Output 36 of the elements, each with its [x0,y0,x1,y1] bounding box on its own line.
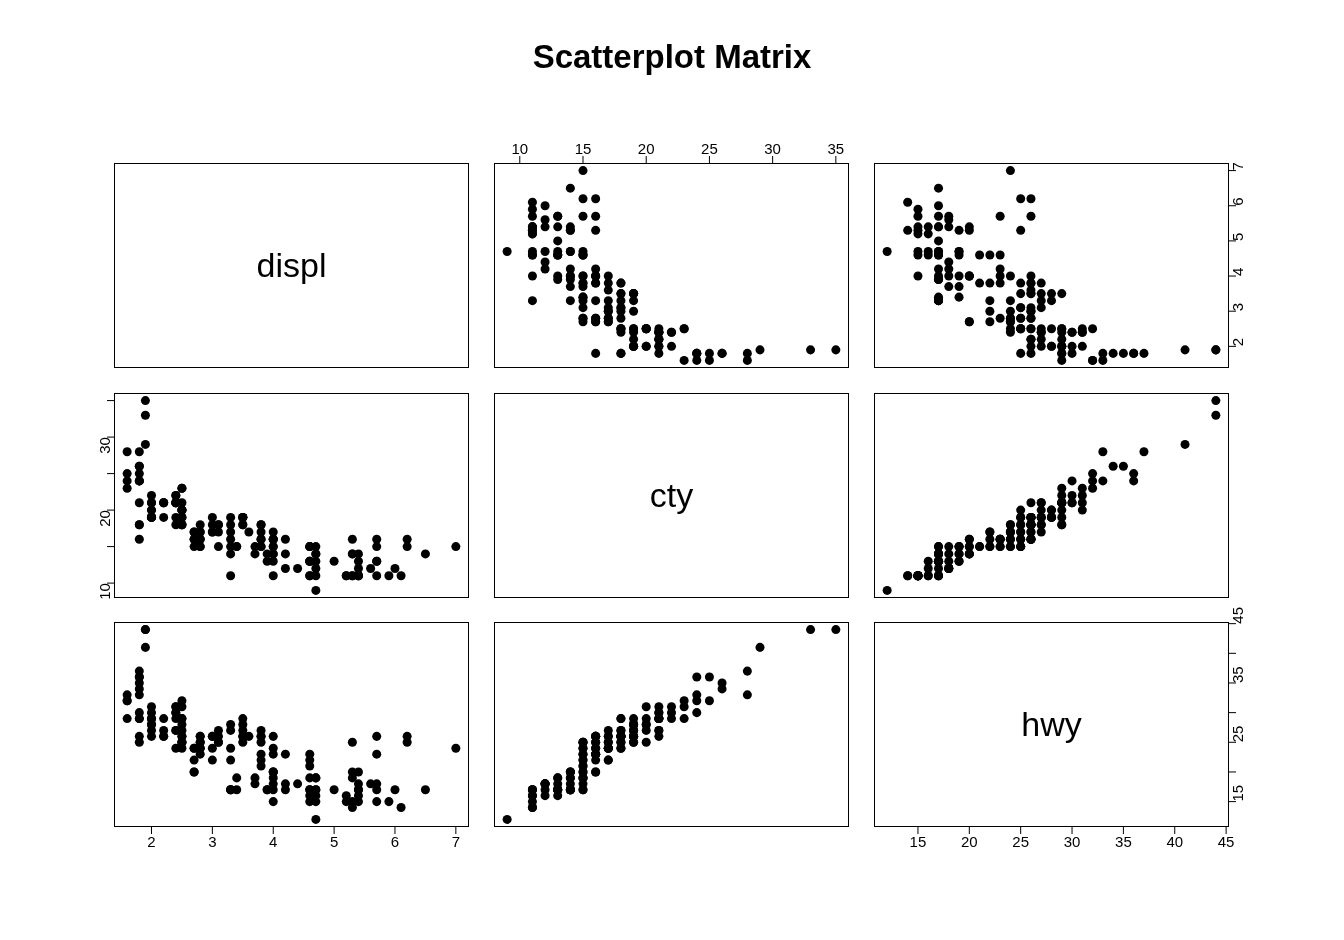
x-tick-label: 3 [208,832,217,850]
y-tick-label: 4 [1229,267,1247,277]
x-tick-label: 25 [1012,832,1030,850]
y-tick-label: 20 [96,510,114,527]
y-tick-label: 35 [1229,666,1247,683]
x-tick-label: 2 [147,832,156,850]
y-tick-label: 15 [1229,784,1247,802]
y-tick-label: 30 [96,437,114,454]
x-tick-label: 45 [1217,832,1235,850]
text: hwy [1021,705,1082,744]
y-tick-label: 45 [1229,606,1247,624]
x-tick-label: 35 [1115,832,1132,850]
x-tick-label: 5 [329,832,339,850]
x-tick-label: 4 [269,832,278,850]
y-tick-label: 25 [1229,725,1247,743]
y-tick-label: 6 [1229,197,1247,206]
x-tick-label: 20 [637,140,655,157]
x-tick-label: 10 [511,140,529,157]
text: displ [256,246,327,285]
y-tick-label: 5 [1229,232,1247,241]
x-tick-label: 30 [1063,832,1081,850]
y-tick-label: 3 [1229,302,1247,312]
x-tick-label: 15 [574,140,592,157]
x-tick-label: 20 [960,832,978,850]
text: cty [649,476,694,515]
y-tick-label: 7 [1229,162,1247,171]
x-tick-label: 30 [764,140,781,157]
text: Scatterplot Matrix [532,38,812,75]
y-tick-label: 2 [1229,338,1247,347]
x-tick-label: 35 [827,140,845,157]
y-tick-label: 10 [96,583,114,600]
x-tick-label: 7 [451,832,461,850]
x-tick-label: 40 [1166,832,1184,850]
x-tick-label: 6 [390,832,400,850]
x-tick-label: 25 [701,140,718,157]
x-tick-label: 15 [909,832,927,850]
